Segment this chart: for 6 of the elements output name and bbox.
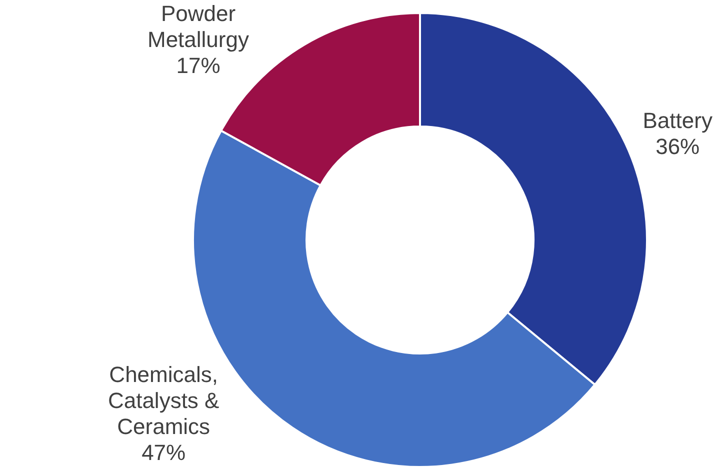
slice-label: Powder Metallurgy <box>147 1 249 52</box>
data-label: 36% <box>656 134 700 159</box>
data-label: 47% <box>142 440 186 466</box>
data-label: 17% <box>176 53 220 78</box>
slice-label: Battery <box>642 108 712 133</box>
slice-label: Chemicals, Catalysts & Ceramics <box>108 362 220 440</box>
